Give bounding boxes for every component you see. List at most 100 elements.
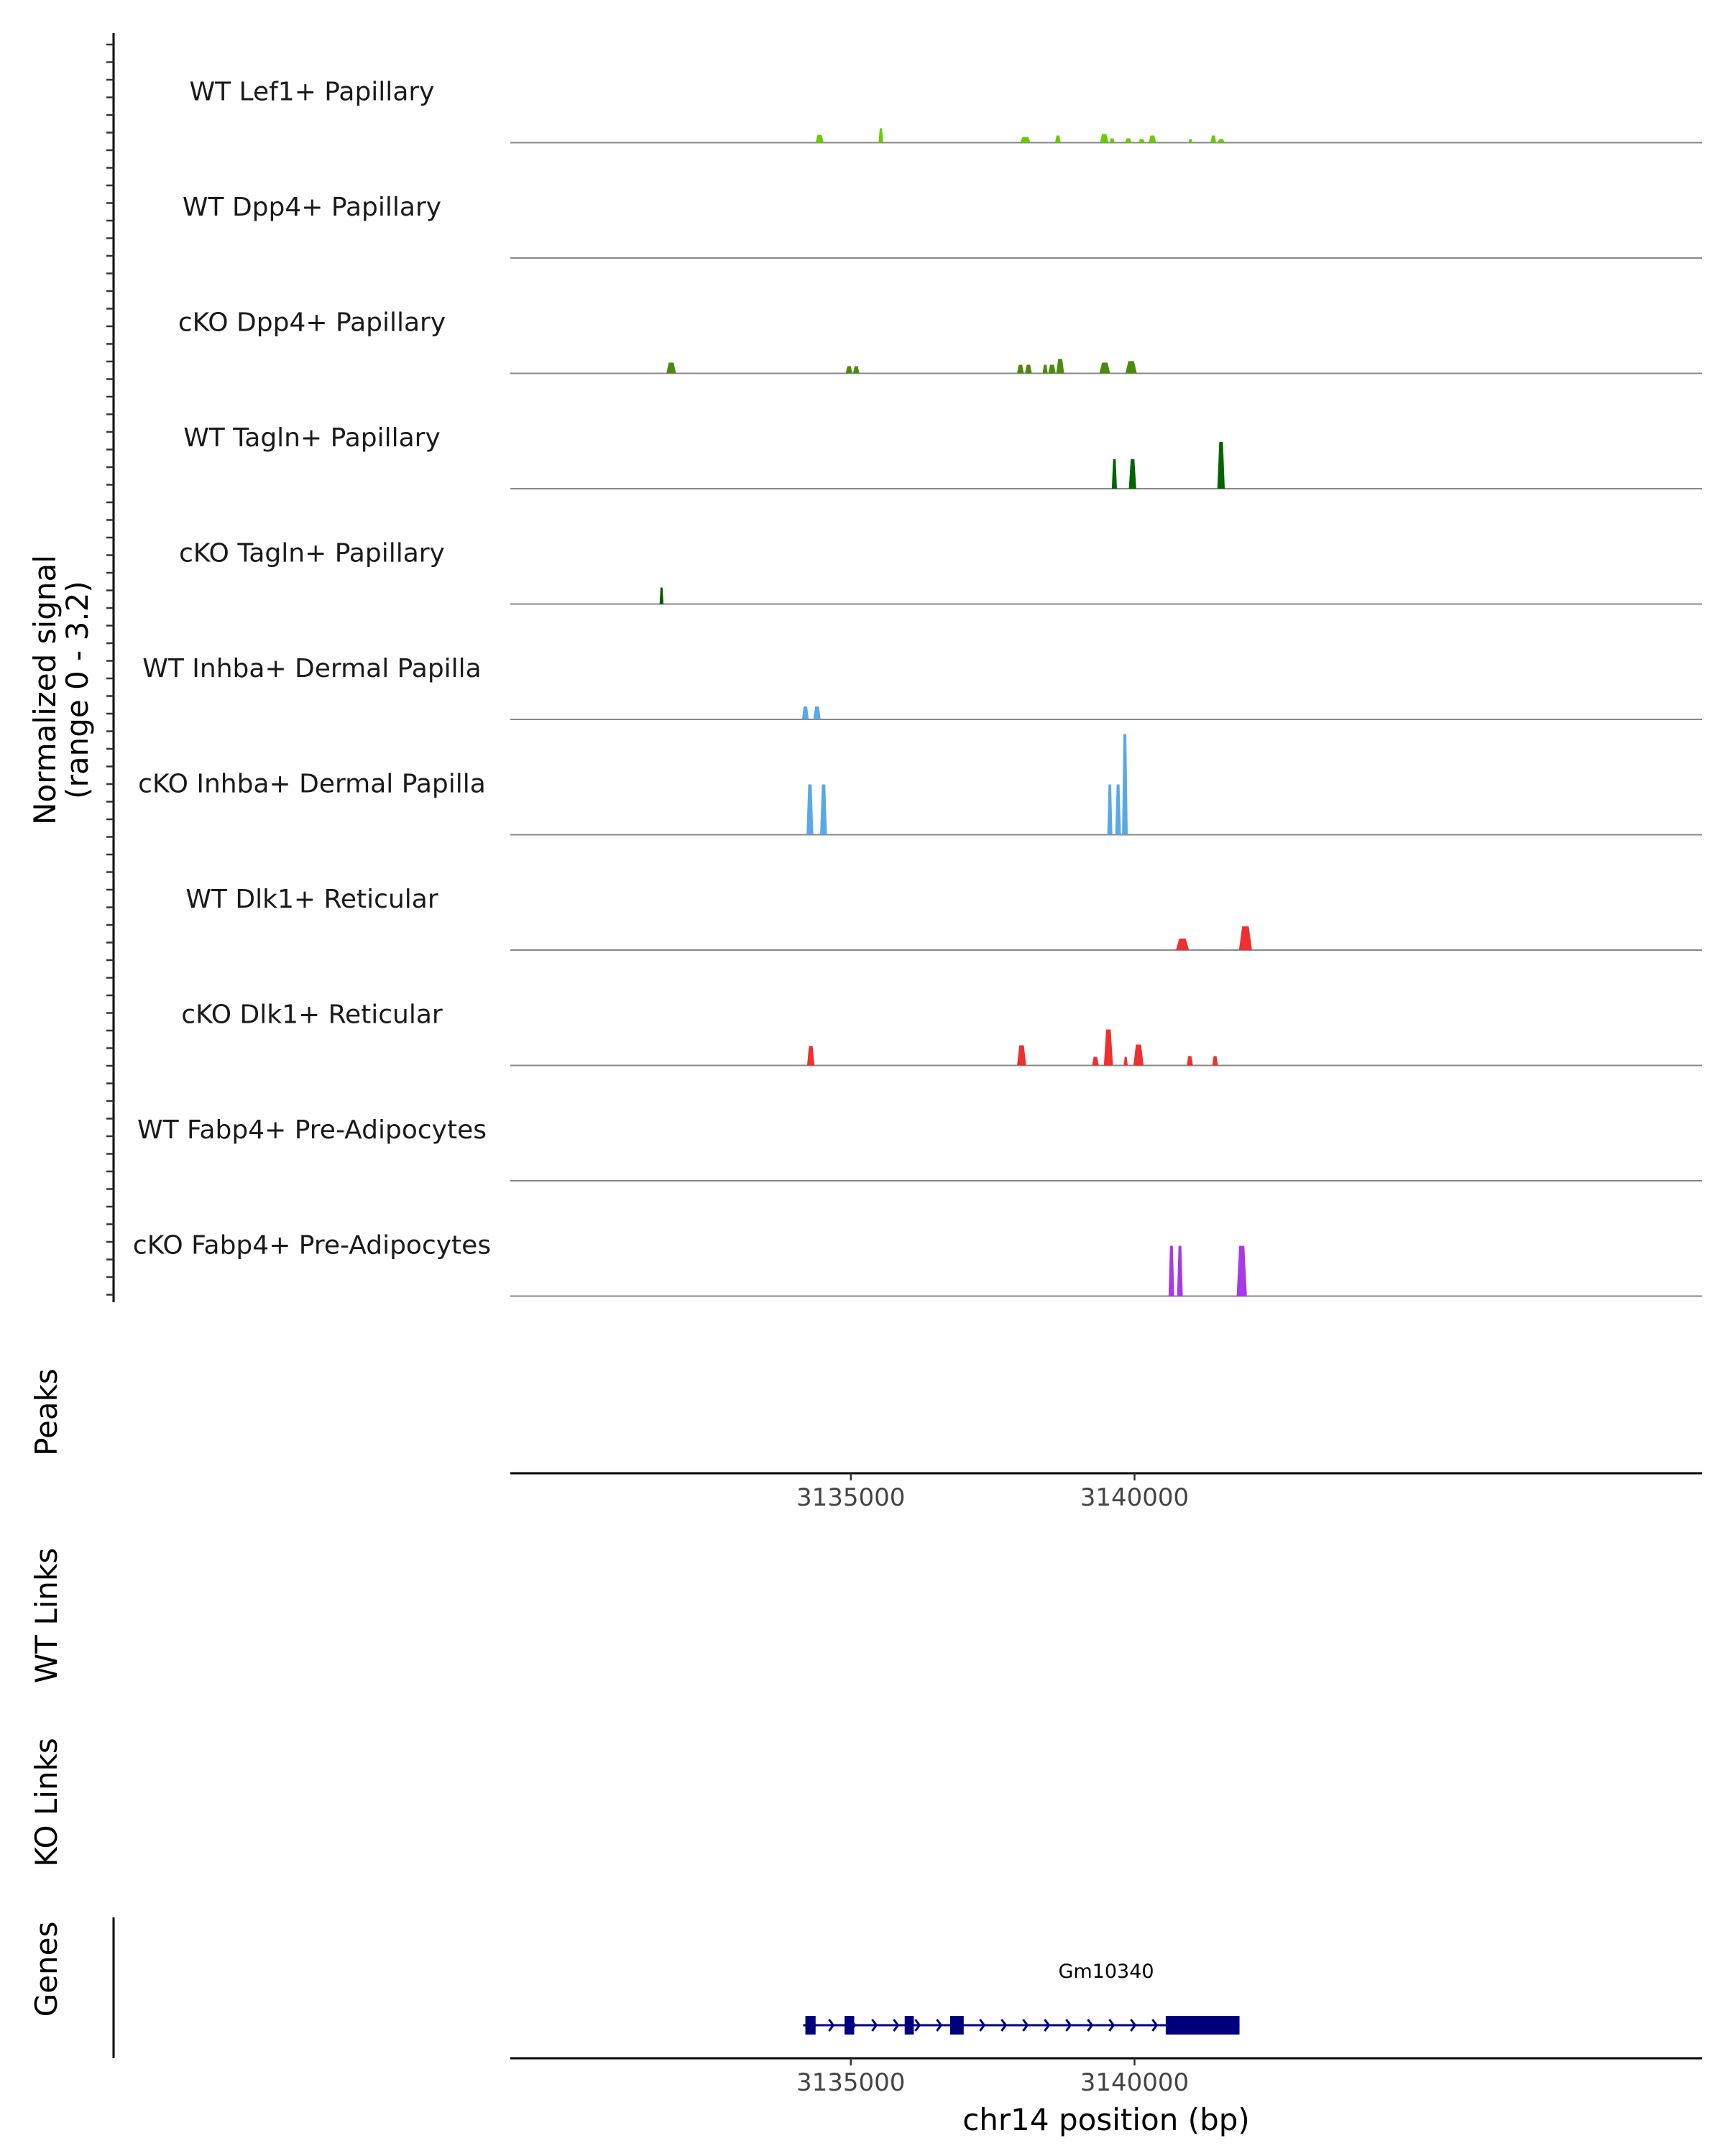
signal-peak — [878, 128, 883, 143]
signal-peak — [1115, 784, 1121, 835]
x-tick-label: 3135000 — [796, 1483, 905, 1512]
y-axis-label-line1: Normalized signal — [27, 555, 63, 825]
signal-peak — [806, 784, 814, 835]
ko-links-track-label: KO Links — [29, 1738, 64, 1867]
signal-peak — [1025, 364, 1032, 374]
coverage-track: WT Inhba+ Dermal Papilla — [142, 654, 1702, 720]
strand-arrow — [1044, 2019, 1051, 2032]
signal-peak — [1092, 1056, 1099, 1066]
signal-peak — [1107, 784, 1113, 835]
x-tick-label: 3135000 — [796, 2068, 905, 2097]
coverage-track: WT Dpp4+ Papillary — [183, 193, 1702, 259]
signal-peak — [845, 366, 853, 374]
coverage-track: cKO Dpp4+ Papillary — [178, 308, 1702, 374]
signal-peak — [1017, 1045, 1026, 1066]
genes-x-axis: 3135000 3140000 — [796, 2058, 1189, 2097]
strand-arrow — [1108, 2019, 1116, 2032]
signal-peak — [1217, 442, 1225, 489]
track-label: cKO Inhba+ Dermal Papilla — [138, 770, 486, 799]
signal-peak — [1111, 459, 1118, 489]
y-axis-label-line2: (range 0 - 3.2) — [60, 581, 95, 799]
signal-peak — [1149, 135, 1156, 143]
signal-peak — [1217, 139, 1225, 143]
track-label: cKO Tagln+ Papillary — [179, 539, 445, 568]
gene-name-label: Gm10340 — [1058, 1961, 1154, 1983]
strand-arrow — [1065, 2019, 1072, 2032]
signal-peak — [1054, 135, 1061, 143]
signal-peak — [806, 1046, 815, 1066]
wt-links-track-label: WT Links — [29, 1548, 64, 1683]
strand-arrow — [1087, 2019, 1094, 2032]
strand-arrow — [871, 2019, 878, 2032]
signal-peak — [1238, 926, 1252, 950]
coverage-track: cKO Dlk1+ Reticular — [181, 1000, 1702, 1067]
coverage-track: cKO Fabp4+ Pre-Adipocytes — [133, 1231, 1702, 1297]
strand-arrow — [1000, 2019, 1008, 2032]
coverage-track: WT Fabp4+ Pre-Adipocytes — [137, 1115, 1702, 1181]
signal-peak — [801, 706, 809, 719]
genes-track-label: Genes — [29, 1922, 64, 2017]
gene-exon — [1165, 2016, 1240, 2035]
strand-arrow — [1151, 2019, 1159, 2032]
signal-peak — [1138, 139, 1145, 143]
coverage-track: WT Lef1+ Papillary — [190, 78, 1702, 144]
strand-arrow — [893, 2019, 900, 2032]
signal-peak — [1048, 364, 1056, 374]
signal-peak — [1176, 939, 1190, 950]
strand-arrow — [1130, 2019, 1137, 2032]
signal-peak — [815, 134, 824, 143]
strand-arrow — [828, 2019, 835, 2032]
strand-arrow — [1022, 2019, 1029, 2032]
strand-arrow — [979, 2019, 986, 2032]
signal-peak — [1212, 1056, 1218, 1066]
gene-exon — [845, 2016, 855, 2035]
signal-peak — [1125, 138, 1132, 143]
signal-peak — [659, 587, 664, 604]
signal-peak — [1103, 1029, 1113, 1066]
track-label: cKO Dpp4+ Papillary — [178, 308, 446, 338]
signal-peak — [1210, 135, 1217, 143]
x-tick-label: 3140000 — [1080, 2068, 1189, 2097]
track-label: WT Dpp4+ Papillary — [183, 193, 441, 222]
track-label: cKO Dlk1+ Reticular — [181, 1000, 443, 1030]
signal-y-axis-ticks — [106, 43, 114, 1296]
signal-peak — [1125, 361, 1137, 374]
track-label: WT Fabp4+ Pre-Adipocytes — [137, 1115, 487, 1145]
signal-peak — [820, 784, 827, 835]
signal-peak — [1056, 359, 1064, 374]
coverage-track: cKO Tagln+ Papillary — [179, 539, 1702, 605]
coverage-track: cKO Inhba+ Dermal Papilla — [138, 734, 1702, 836]
coverage-tracks: WT Lef1+ Papillary WT Dpp4+ Papillary cKO … — [133, 78, 1702, 1297]
signal-peak — [1123, 1056, 1128, 1066]
signal-peak — [1042, 364, 1048, 374]
signal-peak — [1109, 138, 1115, 143]
signal-peak — [1177, 1245, 1183, 1296]
coverage-track: WT Dlk1+ Reticular — [185, 885, 1702, 951]
peaks-track-label: Peaks — [29, 1368, 64, 1456]
signal-peak — [1019, 137, 1031, 143]
signal-peak — [813, 706, 821, 719]
signal-peak — [852, 366, 860, 374]
signal-peak — [666, 362, 676, 374]
track-label: WT Inhba+ Dermal Papilla — [142, 654, 481, 683]
gene-model: Gm10340 — [803, 1961, 1240, 2035]
signal-peak — [1122, 734, 1128, 835]
track-label: WT Dlk1+ Reticular — [185, 885, 438, 914]
coverage-track: WT Tagln+ Papillary — [183, 423, 1702, 489]
signal-peak — [1100, 134, 1109, 143]
track-label: cKO Fabp4+ Pre-Adipocytes — [133, 1231, 491, 1261]
signal-peak — [1133, 1044, 1144, 1066]
signal-peak — [1188, 139, 1193, 143]
strand-arrow — [936, 2019, 943, 2032]
gene-exon — [949, 2016, 964, 2035]
strand-arrow — [914, 2019, 921, 2032]
x-tick-label: 3140000 — [1080, 1483, 1189, 1512]
signal-peak — [1128, 459, 1136, 489]
gene-exon — [805, 2016, 816, 2035]
gene-models: Gm10340 — [803, 1961, 1240, 2035]
track-label: WT Tagln+ Papillary — [183, 423, 441, 453]
signal-peak — [1017, 364, 1024, 374]
signal-peak — [1099, 362, 1110, 374]
peaks-x-axis: 3135000 3140000 — [796, 1473, 1189, 1512]
